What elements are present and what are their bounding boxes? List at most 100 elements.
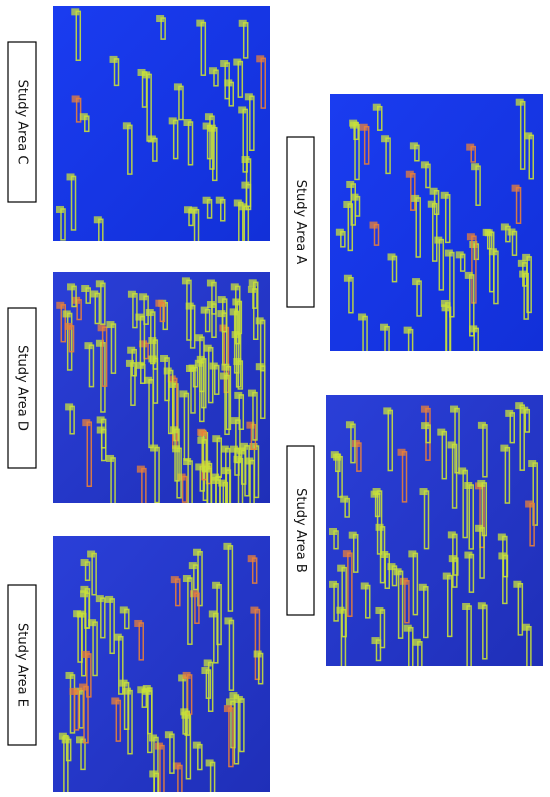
tree-crown — [134, 619, 143, 627]
tree-crown — [375, 523, 384, 531]
tree-crown — [163, 367, 172, 375]
tree-crown — [208, 67, 217, 75]
tree-crown — [95, 339, 104, 347]
tree-crown — [329, 580, 338, 588]
tree-crown — [515, 402, 524, 410]
tree-crown — [521, 623, 530, 631]
tree-crown — [329, 527, 338, 535]
tree-crown — [528, 460, 537, 468]
tree-crown — [440, 299, 449, 307]
tree-crown — [229, 692, 238, 700]
tree-crown — [372, 103, 381, 111]
tree-crown — [56, 205, 65, 213]
tree-crown — [238, 19, 247, 27]
tree-crown — [420, 161, 429, 169]
tree-crown — [360, 582, 369, 590]
tree-crown — [180, 708, 189, 716]
tree-crown — [149, 770, 158, 778]
study-area-image — [326, 395, 543, 666]
study-area-image — [53, 6, 270, 241]
tree-crown — [200, 306, 209, 314]
tree-crown — [233, 58, 242, 66]
tree-crown — [429, 187, 438, 195]
tree-crown — [409, 142, 418, 150]
tree-crown — [408, 550, 417, 558]
tree-crown — [229, 445, 238, 453]
tree-crown — [234, 695, 243, 703]
tree-crown — [87, 550, 96, 558]
tree-crown — [212, 581, 221, 589]
tree-crown — [178, 674, 187, 682]
tree-crown — [122, 122, 131, 130]
tree-crown — [71, 8, 80, 16]
overlays — [56, 277, 266, 503]
tree-crown — [346, 180, 355, 188]
tree-crown — [466, 143, 475, 151]
tree-crown — [182, 671, 191, 679]
tree-crown — [220, 372, 229, 380]
tree-crown — [393, 568, 402, 576]
tree-crown — [81, 650, 90, 658]
tree-crown — [234, 391, 243, 399]
tree-crown — [240, 442, 249, 450]
tree-crown — [182, 575, 191, 583]
tree-crown — [358, 313, 367, 321]
tree-crown — [255, 363, 264, 371]
tree-crown — [335, 228, 344, 236]
tree-crown — [224, 617, 233, 625]
tree-crown — [139, 293, 148, 301]
tree-crown — [447, 531, 456, 539]
tree-crown — [212, 435, 221, 443]
tree-crown — [245, 457, 254, 465]
tree-crown — [81, 285, 90, 293]
tree-crown — [447, 441, 456, 449]
tree-crown — [217, 310, 226, 318]
tree-crown — [466, 233, 475, 241]
tree-crown — [477, 479, 486, 487]
tree-crown — [442, 572, 451, 580]
tree-crown — [238, 106, 247, 114]
tree-crown — [511, 184, 520, 192]
panel-label: Study Area B — [293, 488, 308, 573]
study-area-image — [330, 94, 543, 351]
tree-crown — [359, 123, 368, 131]
panel-label: Study Area A — [293, 180, 308, 265]
tree-crown — [369, 221, 378, 229]
label-box — [7, 584, 37, 746]
tree-crown — [397, 448, 406, 456]
tree-crown — [181, 277, 190, 285]
tree-crown — [412, 278, 421, 286]
tree-crown — [123, 687, 132, 695]
tree-crown — [412, 638, 421, 646]
tree-crown — [383, 407, 392, 415]
tree-crown — [170, 426, 179, 434]
tree-crown — [419, 488, 428, 496]
tree-crown — [484, 229, 493, 237]
tree-crown — [253, 650, 262, 658]
tree-crown — [206, 301, 215, 309]
tree-crown — [111, 697, 120, 705]
tree-crown — [455, 251, 464, 259]
tree-crown — [236, 447, 245, 455]
tree-crown — [127, 290, 136, 298]
tree-crown — [333, 453, 342, 461]
tree-crown — [201, 667, 210, 675]
tree-crown — [79, 113, 88, 121]
study-area-image — [53, 536, 270, 792]
tree-crown — [225, 698, 234, 706]
tree-crown — [192, 741, 201, 749]
tree-crown — [67, 283, 76, 291]
tree-crown — [148, 337, 157, 345]
tree-crown — [58, 732, 67, 740]
tree-crown — [69, 687, 78, 695]
tree-crown — [221, 363, 230, 371]
tree-crown — [160, 354, 169, 362]
tree-crown — [387, 253, 396, 261]
tree-crown — [464, 482, 473, 490]
tree-crown — [127, 346, 136, 354]
tree-crown — [371, 637, 380, 645]
tree-crown — [248, 279, 257, 287]
panel-label: Study Area D — [15, 345, 30, 431]
tree-crown — [145, 309, 154, 317]
